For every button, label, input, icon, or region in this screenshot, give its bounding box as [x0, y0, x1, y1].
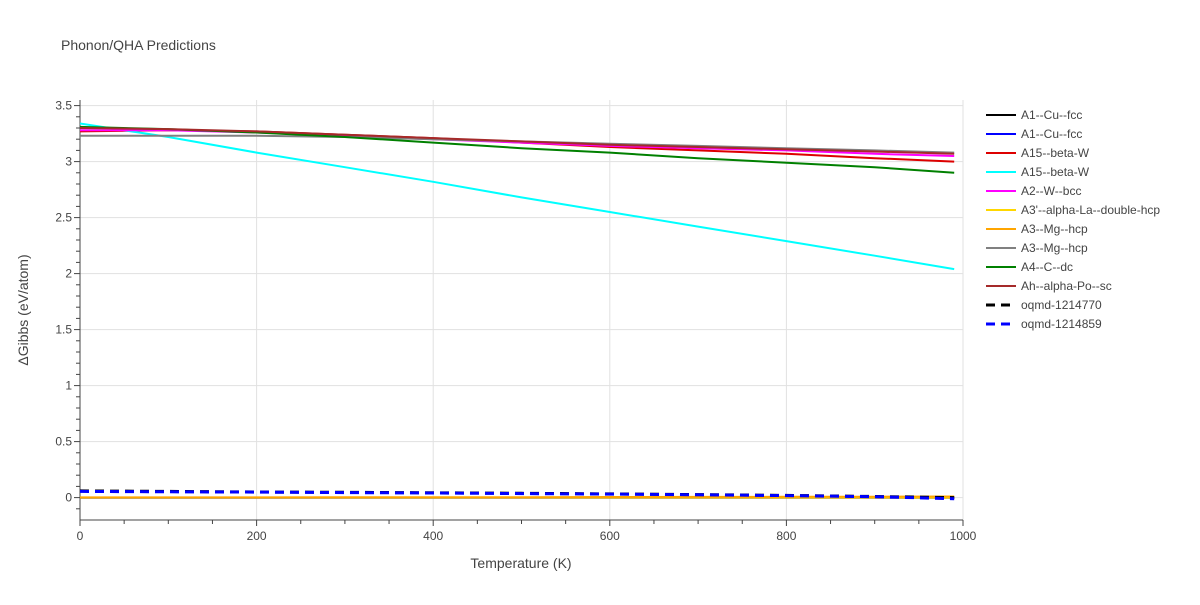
y-axis-label: ΔGibbs (eV/atom) [15, 254, 31, 365]
legend-label-9: Ah--alpha-Po--sc [1021, 279, 1112, 293]
y-tick-label: 3.5 [55, 99, 72, 113]
legend-label-11: oqmd-1214859 [1021, 317, 1102, 331]
x-tick-label: 1000 [950, 529, 977, 543]
legend-label-3: A15--beta-W [1021, 165, 1090, 179]
y-tick-label: 1.5 [55, 323, 72, 337]
legend-label-5: A3'--alpha-La--double-hcp [1021, 203, 1160, 217]
y-tick-label: 2 [65, 267, 72, 281]
legend-label-0: A1--Cu--fcc [1021, 108, 1082, 122]
x-tick-label: 800 [776, 529, 796, 543]
y-tick-label: 1 [65, 379, 72, 393]
legend-label-8: A4--C--dc [1021, 260, 1073, 274]
x-tick-label: 0 [77, 529, 84, 543]
y-tick-label: 2.5 [55, 211, 72, 225]
series-line-9 [79, 127, 955, 155]
legend-label-7: A3--Mg--hcp [1021, 241, 1088, 255]
legend-label-10: oqmd-1214770 [1021, 298, 1102, 312]
x-tick-label: 400 [423, 529, 443, 543]
legend-label-6: A3--Mg--hcp [1021, 222, 1088, 236]
x-tick-label: 600 [600, 529, 620, 543]
grid [79, 100, 964, 520]
x-tick-label: 200 [247, 529, 267, 543]
chart-title: Phonon/QHA Predictions [61, 37, 216, 53]
legend-label-1: A1--Cu--fcc [1021, 127, 1082, 141]
y-tick-label: 0.5 [55, 435, 72, 449]
legend-label-2: A15--beta-W [1021, 146, 1090, 160]
axes: 0 200 400 600 800 1000 0 0.5 1 1.5 2 2.5 3 3.5 [55, 99, 976, 543]
series-line-4 [80, 129, 955, 157]
legend-label-4: A2--W--bcc [1021, 184, 1081, 198]
y-tick-label: 0 [65, 491, 72, 505]
series-line-11 [79, 489, 955, 501]
legend: A1--Cu--fcc A1--Cu--fcc A15--beta-W A15--be… [986, 108, 1160, 331]
x-axis-label: Temperature (K) [470, 555, 571, 571]
series-line-3 [79, 122, 955, 271]
series-lines [79, 122, 955, 501]
y-tick-label: 3 [65, 155, 72, 169]
